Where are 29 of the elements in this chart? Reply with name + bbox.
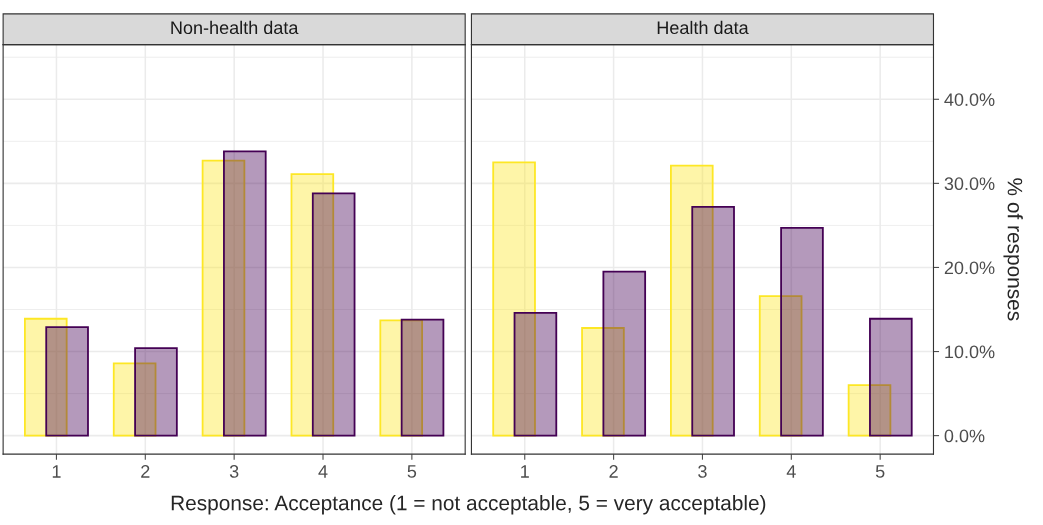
bar	[780, 227, 824, 437]
y-tick-label: 40.0%	[944, 93, 995, 106]
x-tick-label: 5	[407, 465, 417, 478]
x-tick-label: 3	[698, 465, 707, 478]
chart-title: Non-health data	[171, 20, 299, 35]
x-tick-label: 2	[609, 465, 618, 478]
bar	[513, 311, 558, 437]
bar	[45, 326, 89, 437]
x-tick-label: 4	[318, 465, 328, 478]
x-tick-label: 1	[52, 465, 61, 478]
y-axis-title: % of responses	[1003, 178, 1023, 321]
bar	[602, 270, 647, 437]
x-tick-label: 4	[786, 465, 796, 478]
bar	[311, 192, 356, 437]
y-tick-label: 10.0%	[945, 345, 995, 359]
x-tick-label: 1	[521, 465, 529, 478]
bar	[400, 318, 445, 437]
y-tick-label: 0.0%	[944, 429, 985, 443]
bar	[691, 206, 735, 437]
bar	[869, 317, 913, 437]
x-axis-title: Response: Acceptance (1 = not acceptable, 5 = very acceptable)	[171, 495, 766, 515]
x-tick-label: 5	[875, 465, 885, 478]
bar	[134, 347, 178, 437]
x-tick-label: 2	[141, 465, 150, 478]
x-tick-label: 3	[229, 465, 239, 478]
y-tick-label: 30.0%	[944, 177, 995, 191]
y-tick-label: 20.0%	[944, 261, 995, 275]
bar	[223, 150, 267, 437]
chart-title: Health data	[657, 20, 749, 35]
